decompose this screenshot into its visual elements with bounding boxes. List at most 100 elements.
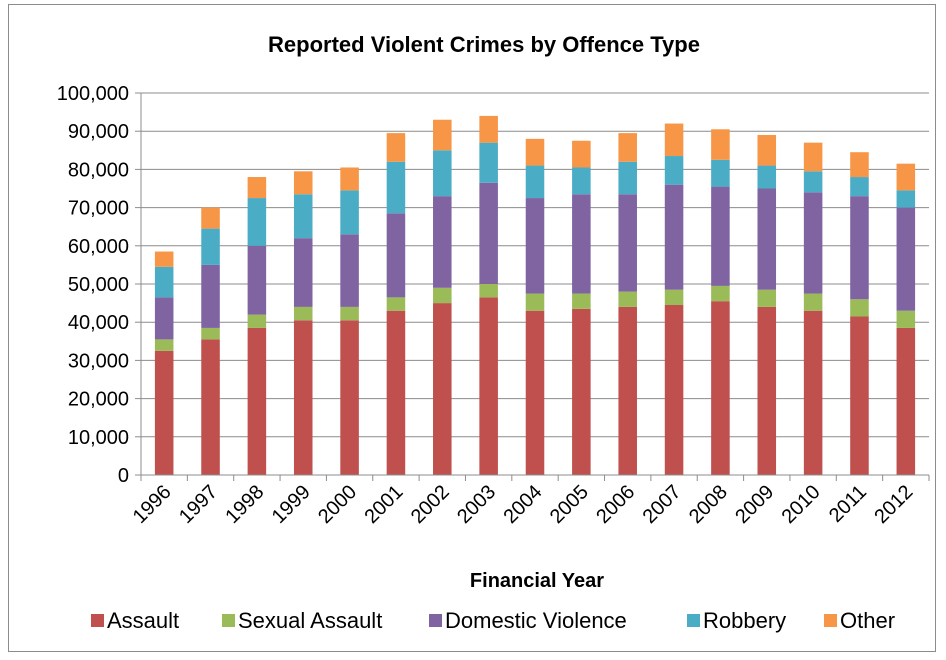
bar-segment-other xyxy=(340,167,359,191)
bar-segment-assault xyxy=(711,301,730,475)
bar-segment-other xyxy=(154,251,174,267)
bar-segment-robbery xyxy=(479,142,498,183)
x-tick-label: 2008 xyxy=(685,481,732,528)
bar-segment-domestic-violence xyxy=(711,186,730,286)
bar-segment-domestic-violence xyxy=(201,264,220,328)
bar-segment-domestic-violence xyxy=(479,182,498,284)
bar-segment-other xyxy=(896,163,916,191)
bar-segment-robbery xyxy=(850,177,869,197)
bar-segment-assault xyxy=(340,320,359,475)
x-tick-label: 2010 xyxy=(778,481,825,528)
bar-segment-robbery xyxy=(803,171,823,193)
bar-segment-other xyxy=(386,133,406,162)
bar-segment-robbery xyxy=(201,228,220,265)
bar-segment-assault xyxy=(525,310,545,475)
bar-segment-sexual-assault xyxy=(293,306,313,321)
bar-segment-robbery xyxy=(711,159,730,187)
bar-segment-domestic-violence xyxy=(572,194,591,294)
bar-segment-robbery xyxy=(386,161,406,214)
bar-segment-sexual-assault xyxy=(386,297,406,311)
x-tick-label: 2001 xyxy=(360,481,407,528)
bar-segment-robbery xyxy=(293,194,313,239)
bar-segment-assault xyxy=(664,305,684,475)
x-tick-label: 1998 xyxy=(221,481,268,528)
legend-label: Assault xyxy=(107,608,179,633)
legend-label: Domestic Violence xyxy=(445,608,627,633)
bar-segment-domestic-violence xyxy=(618,194,637,292)
legend-label: Robbery xyxy=(703,608,786,633)
bar-segment-sexual-assault xyxy=(803,293,823,311)
bar-segment-sexual-assault xyxy=(618,291,637,307)
bar-segment-assault xyxy=(293,320,313,475)
bar-segment-assault xyxy=(433,303,452,475)
bar-segment-robbery xyxy=(525,165,545,199)
bar-segment-other xyxy=(525,138,545,166)
bar-segment-sexual-assault xyxy=(757,289,777,307)
bar-segment-domestic-violence xyxy=(433,196,452,288)
y-tick-label: 40,000 xyxy=(68,312,129,334)
bar-segment-domestic-violence xyxy=(757,188,777,290)
y-tick-label: 100,000 xyxy=(57,83,129,105)
bar-segment-robbery xyxy=(757,165,777,189)
bar-segment-domestic-violence xyxy=(803,192,823,294)
legend-swatch-sexual-assault xyxy=(222,614,235,627)
bar-segment-sexual-assault xyxy=(433,287,452,304)
bar-segment-sexual-assault xyxy=(340,306,359,321)
bar-segment-robbery xyxy=(618,161,637,195)
bar-segment-domestic-violence xyxy=(896,207,916,311)
x-tick-label: 2006 xyxy=(592,481,639,528)
bar-segment-domestic-violence xyxy=(525,198,545,294)
legend-swatch-assault xyxy=(91,614,104,627)
bar-segment-other xyxy=(201,207,220,229)
bar-segment-robbery xyxy=(572,167,591,195)
x-tick-label: 2005 xyxy=(546,481,593,528)
bar-segment-domestic-violence xyxy=(386,213,406,298)
bar-segment-sexual-assault xyxy=(850,299,869,317)
stacked-bar-chart: Reported Violent Crimes by Offence Type … xyxy=(57,32,930,633)
x-tick-label: 2004 xyxy=(500,481,547,528)
bar-segment-other xyxy=(618,133,637,162)
legend-swatch-domestic-violence xyxy=(429,614,442,627)
bar-segment-robbery xyxy=(340,190,359,235)
legend: Assault Sexual Assault Domestic Violence Ro… xyxy=(91,608,895,633)
chart-title: Reported Violent Crimes by Offence Type xyxy=(268,32,700,57)
y-tick-label: 20,000 xyxy=(68,389,129,411)
bar-segment-assault xyxy=(201,339,220,475)
bar-segment-other xyxy=(711,129,730,160)
y-tick-label: 70,000 xyxy=(68,198,129,220)
bar-segment-sexual-assault xyxy=(896,310,916,328)
y-axis-tick-labels: 0 10,000 20,000 30,000 40,000 50,000 60,000 70,… xyxy=(57,83,129,487)
bar-segment-robbery xyxy=(896,190,916,208)
bar-segment-sexual-assault xyxy=(711,285,730,302)
bar-series xyxy=(154,115,916,475)
bar-segment-other xyxy=(572,140,591,168)
bar-segment-assault xyxy=(386,310,406,475)
bar-segment-other xyxy=(433,119,452,151)
y-tick-label: 80,000 xyxy=(68,159,129,181)
x-tick-label: 2002 xyxy=(407,481,454,528)
y-tick-label: 50,000 xyxy=(68,274,129,296)
bar-segment-assault xyxy=(803,310,823,475)
bar-segment-other xyxy=(850,152,869,178)
x-tick-label: 2011 xyxy=(825,481,871,527)
bar-segment-sexual-assault xyxy=(572,293,591,309)
bar-segment-assault xyxy=(479,297,498,475)
bar-segment-other xyxy=(247,177,267,199)
x-tick-label: 1996 xyxy=(129,481,176,528)
bar-segment-other xyxy=(479,115,498,143)
bar-segment-sexual-assault xyxy=(479,284,498,298)
legend-swatch-other xyxy=(824,614,837,627)
bar-segment-assault xyxy=(896,327,916,475)
bar-segment-assault xyxy=(757,306,777,475)
bar-segment-domestic-violence xyxy=(293,238,313,307)
x-tick-label: 2009 xyxy=(731,481,778,528)
x-axis-title: Financial Year xyxy=(470,570,604,592)
chart-frame: Reported Violent Crimes by Offence Type … xyxy=(8,4,936,652)
x-tick-label: 1997 xyxy=(175,481,222,528)
y-tick-label: 90,000 xyxy=(68,121,129,143)
legend-label: Sexual Assault xyxy=(238,608,382,633)
bar-segment-domestic-violence xyxy=(247,245,267,315)
bar-segment-domestic-violence xyxy=(154,297,174,340)
bar-segment-robbery xyxy=(154,266,174,298)
y-tick-label: 0 xyxy=(118,465,129,487)
